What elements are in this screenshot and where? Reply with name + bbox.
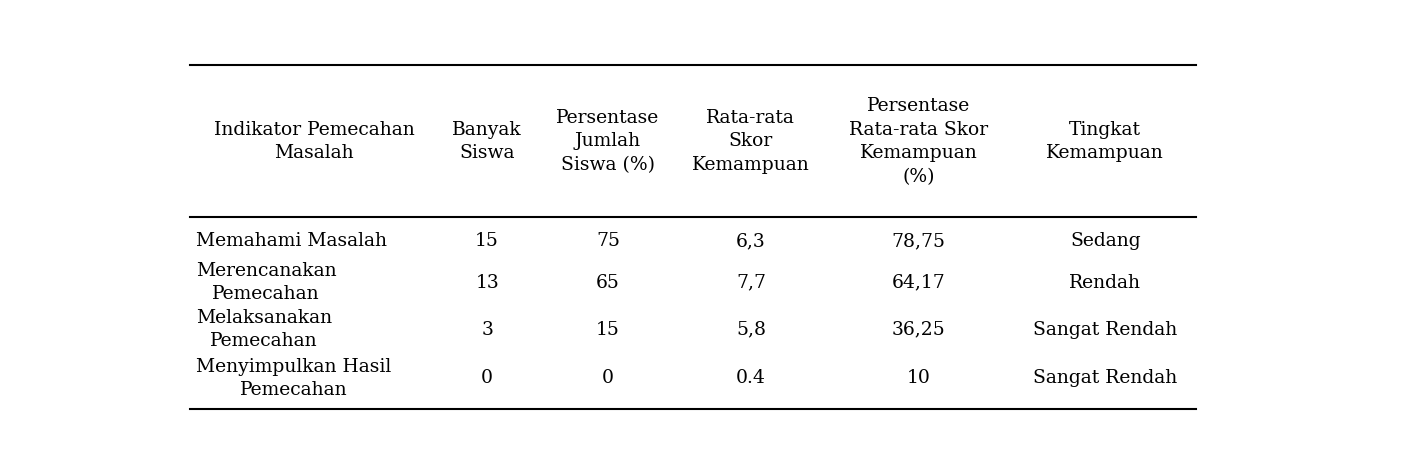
Text: Sedang: Sedang [1071,232,1140,250]
Text: 0: 0 [603,369,614,387]
Text: 0: 0 [481,369,493,387]
Text: 7,7: 7,7 [736,274,766,291]
Text: 13: 13 [475,274,499,291]
Text: Rendah: Rendah [1069,274,1141,291]
Text: 15: 15 [475,232,499,250]
Text: Rata-rata
Skor
Kemampuan: Rata-rata Skor Kemampuan [692,109,810,174]
Text: 10: 10 [906,369,930,387]
Text: 64,17: 64,17 [892,274,946,291]
Text: Menyimpulkan Hasil
Pemecahan: Menyimpulkan Hasil Pemecahan [196,358,391,400]
Text: 78,75: 78,75 [892,232,946,250]
Text: Banyak
Siswa: Banyak Siswa [452,121,522,162]
Text: 5,8: 5,8 [736,321,766,338]
Text: Melaksanakan
Pemecahan: Melaksanakan Pemecahan [196,309,332,351]
Text: Indikator Pemecahan
Masalah: Indikator Pemecahan Masalah [214,121,414,162]
Text: 15: 15 [596,321,620,338]
Text: Persentase
Jumlah
Siswa (%): Persentase Jumlah Siswa (%) [556,109,659,174]
Text: Persentase
Rata-rata Skor
Kemampuan
(%): Persentase Rata-rata Skor Kemampuan (%) [849,97,988,186]
Text: 0.4: 0.4 [736,369,766,387]
Text: Memahami Masalah: Memahami Masalah [196,232,387,250]
Text: Sangat Rendah: Sangat Rendah [1034,369,1177,387]
Text: 65: 65 [596,274,620,291]
Text: 75: 75 [596,232,620,250]
Text: 36,25: 36,25 [892,321,946,338]
Text: Merencanakan
Pemecahan: Merencanakan Pemecahan [196,262,336,304]
Text: Sangat Rendah: Sangat Rendah [1034,321,1177,338]
Text: 6,3: 6,3 [736,232,766,250]
Text: 3: 3 [481,321,493,338]
Text: Tingkat
Kemampuan: Tingkat Kemampuan [1046,121,1164,162]
